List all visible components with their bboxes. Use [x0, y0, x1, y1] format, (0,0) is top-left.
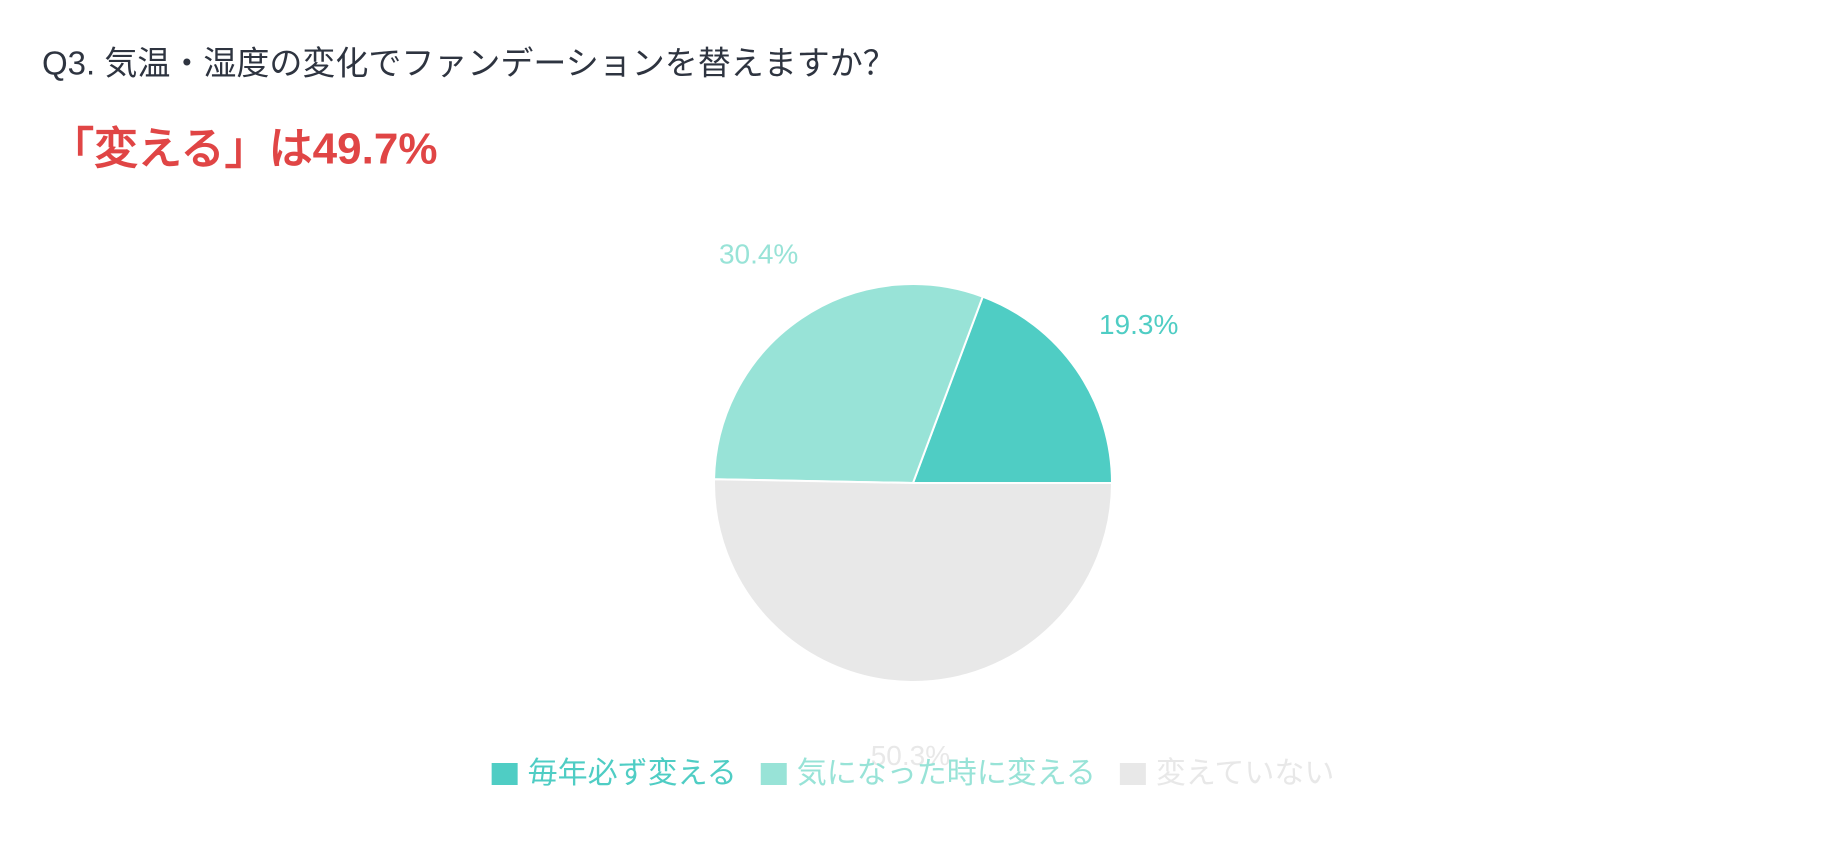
data-label: 19.3% — [1099, 309, 1178, 340]
data-label: 50.3% — [871, 740, 950, 771]
data-label: 30.4% — [719, 238, 798, 269]
legend-swatch — [760, 763, 787, 785]
legend-swatch — [491, 763, 518, 785]
legend-label: 毎年必ず変える — [528, 757, 737, 790]
pie-slice — [911, 295, 1114, 484]
legend-label: 気になった時に変える — [797, 757, 1096, 790]
chart-title: Q3. 気温・湿度の変化でファンデーションを替えますか？ — [42, 45, 896, 82]
pie-slice — [713, 478, 1114, 683]
pie-slice — [713, 283, 985, 485]
legend-swatch — [1119, 763, 1146, 785]
chart-subtitle: 「変える」は49.7% — [50, 124, 437, 174]
legend-label: 変えていない — [1156, 757, 1335, 790]
